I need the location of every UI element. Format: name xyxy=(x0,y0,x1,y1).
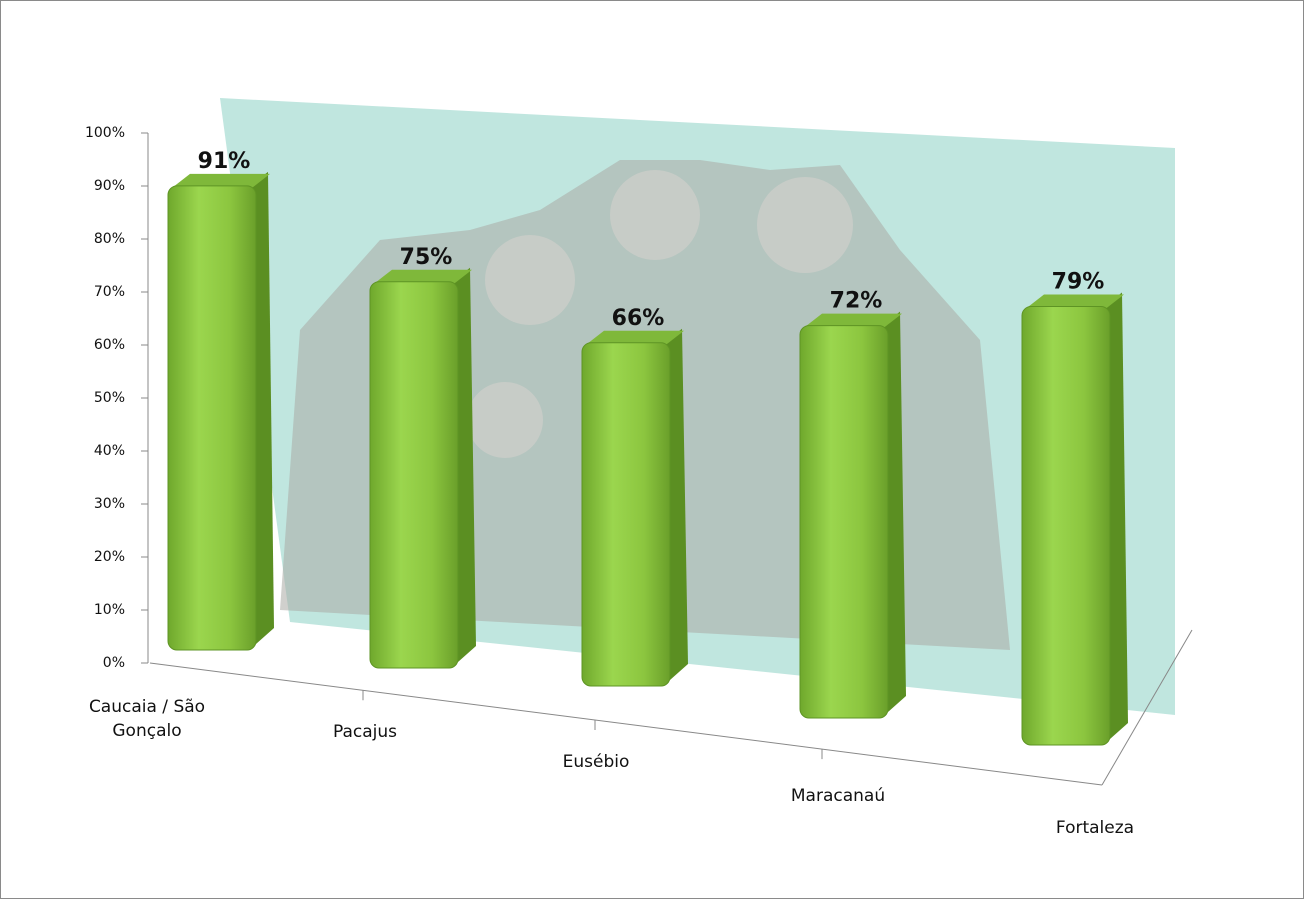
y-tick-label: 70% xyxy=(94,284,125,300)
bar xyxy=(1021,306,1111,746)
x-tick-label: Pacajus xyxy=(332,722,398,742)
bar-top xyxy=(172,173,270,188)
value-label: 79% xyxy=(1052,270,1105,295)
y-tick-label: 20% xyxy=(94,549,125,565)
y-tick-label: 40% xyxy=(94,443,125,459)
value-label: 75% xyxy=(400,245,453,270)
y-tick-label: 80% xyxy=(94,231,125,247)
bar-top xyxy=(586,330,684,345)
value-label: 66% xyxy=(612,306,665,331)
x-tick-label: Caucaia / São Gonçalo xyxy=(88,697,206,741)
value-label: 91% xyxy=(198,149,251,174)
x-tick-label: Fortaleza xyxy=(1055,818,1135,838)
value-label: 72% xyxy=(830,289,883,314)
y-tick-label: 60% xyxy=(94,337,125,353)
bar xyxy=(167,185,257,651)
bar xyxy=(369,281,459,669)
y-tick-label: 100% xyxy=(85,125,125,141)
y-tick-label: 50% xyxy=(94,390,125,406)
y-tick-label: 0% xyxy=(103,655,125,671)
bar xyxy=(799,325,889,719)
y-tick-label: 90% xyxy=(94,178,125,194)
y-tick-label: 10% xyxy=(94,602,125,618)
bar xyxy=(581,342,671,687)
y-tick-label: 30% xyxy=(94,496,125,512)
bar-top xyxy=(374,269,472,284)
x-tick-label: Eusébio xyxy=(562,752,630,772)
bar-top xyxy=(1026,294,1124,309)
bar-top xyxy=(804,313,902,328)
x-tick-label: Maracanaú xyxy=(790,786,886,806)
